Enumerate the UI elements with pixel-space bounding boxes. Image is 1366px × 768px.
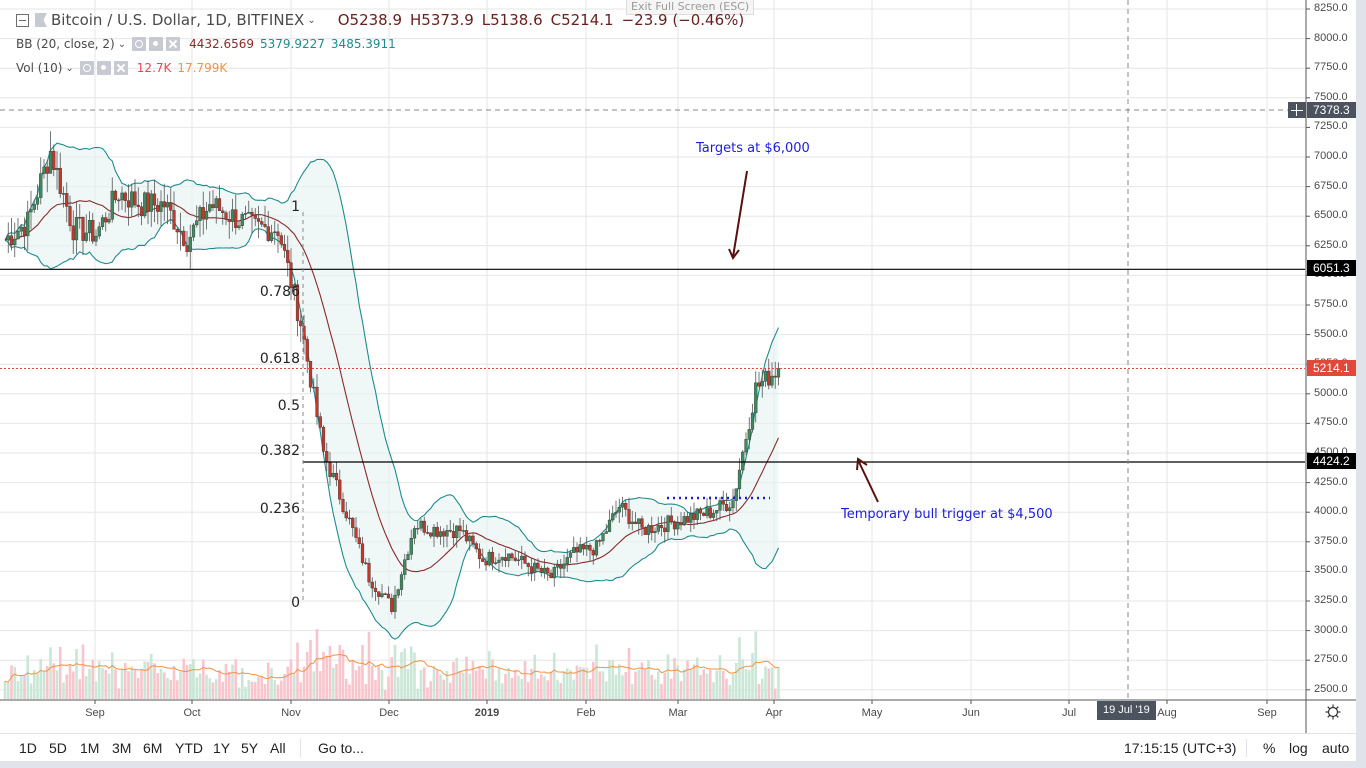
chevron-down-icon[interactable]: ⌄ [307, 14, 316, 26]
vol-legend-row: Vol (10) ⌄ 12.7K 17.799K [16, 61, 227, 75]
price-axis-label: 7000.0 [1314, 150, 1348, 162]
time-axis-label: Aug [1157, 707, 1177, 719]
fib-level-label: 0.236 [259, 501, 300, 517]
bb-lower-value: 3485.3911 [330, 37, 396, 51]
range-1d-button[interactable]: 1D [19, 740, 37, 756]
percent-scale-toggle[interactable]: % [1263, 740, 1276, 756]
time-axis-label: Sep [85, 707, 105, 719]
price-axis-label: 5750.0 [1314, 298, 1348, 310]
time-axis-label: Feb [576, 707, 596, 719]
price-axis-label: 3500.0 [1314, 564, 1348, 577]
time-axis-label: Jun [962, 707, 980, 719]
range-1m-button[interactable]: 1M [80, 740, 100, 756]
ohlc-change: −23.9 (−0.46%) [621, 11, 745, 29]
price-axis-label: 3000.0 [1314, 623, 1348, 636]
bottom-toolbar: 1D 5D 1M 3M 6M YTD 1Y 5Y All Go to... 17… [0, 733, 1356, 762]
auto-scale-toggle[interactable]: auto [1322, 740, 1350, 756]
price-axis-label: 8000.0 [1314, 31, 1348, 44]
price-axis-label: 7500.0 [1314, 90, 1348, 103]
time-axis-label: May [861, 707, 883, 719]
symbol-legend-row: Bitcoin / U.S. Dollar, 1D, BITFINEX ⌄ O5… [16, 11, 744, 29]
ohlc-close: C5214.1 [550, 11, 614, 29]
clock-timezone[interactable]: 17:15:15 (UTC+3) [1124, 740, 1237, 756]
chevron-down-icon[interactable]: ⌄ [65, 62, 74, 74]
exit-fullscreen-tooltip[interactable]: Exit Full Screen (ESC) [626, 0, 755, 15]
price-axis-label: 2500.0 [1314, 682, 1348, 695]
annotation-bull-trigger[interactable]: Temporary bull trigger at $4,500 [841, 507, 1053, 522]
window-edge [0, 761, 1366, 768]
price-axis-label: 7250.0 [1314, 120, 1348, 133]
gear-icon[interactable] [149, 37, 164, 51]
fib-level-label: 0.5 [277, 398, 300, 414]
price-axis-label: 4250.0 [1314, 475, 1348, 488]
symbol-title[interactable]: Bitcoin / U.S. Dollar, 1D, BITFINEX [51, 11, 305, 29]
vol-value: 12.7K [136, 61, 172, 75]
time-axis-label: 2019 [474, 707, 500, 719]
price-axis-label: 4000.0 [1314, 505, 1348, 518]
ohlc-low: L5138.6 [481, 11, 543, 29]
level-lower-tag: 4424.2 [1307, 453, 1357, 469]
ohlc-open: O5238.9 [337, 11, 403, 29]
gear-icon[interactable] [96, 61, 111, 75]
window-edge [1356, 0, 1366, 768]
range-ytd-button[interactable]: YTD [175, 740, 203, 756]
price-axis-label: 8250.0 [1314, 2, 1348, 14]
chevron-down-icon[interactable]: ⌄ [117, 38, 127, 50]
range-3m-button[interactable]: 3M [112, 740, 132, 756]
annotation-targets[interactable]: Targets at $6,000 [696, 141, 810, 156]
range-1y-button[interactable]: 1Y [213, 740, 231, 756]
price-axis-label: 7750.0 [1314, 61, 1348, 74]
range-5d-button[interactable]: 5D [49, 740, 67, 756]
time-axis-label: Sep [1257, 707, 1277, 719]
time-axis-label: Nov [281, 707, 301, 719]
eye-icon[interactable] [79, 61, 94, 75]
vol-label[interactable]: Vol (10) [16, 61, 63, 75]
price-axis-label: 6500.0 [1314, 209, 1348, 222]
bb-legend-row: BB (20, close, 2) ⌄ 4432.6569 5379.9227 … [16, 37, 396, 51]
price-axis-label: 3250.0 [1314, 594, 1348, 606]
crosshair-price-tag: 7378.3 [1307, 102, 1357, 118]
price-axis-label: 5000.0 [1314, 386, 1348, 399]
fib-level-label: 0.786 [259, 284, 300, 300]
price-axis-label: 6750.0 [1314, 179, 1348, 192]
price-axis-label: 2750.0 [1314, 653, 1348, 666]
divider [300, 739, 301, 757]
crosshair-plus-icon[interactable] [1288, 102, 1306, 118]
collapse-legend-icon[interactable] [16, 13, 29, 27]
flag-icon[interactable] [35, 13, 47, 27]
fib-level-label: 1 [291, 199, 300, 215]
fib-level-label: 0.382 [259, 443, 300, 459]
time-axis-label: Apr [765, 707, 783, 719]
close-icon[interactable] [113, 61, 128, 75]
range-5y-button[interactable]: 5Y [241, 740, 259, 756]
time-axis-label: Dec [379, 707, 399, 719]
bb-basis-value: 4432.6569 [189, 37, 255, 51]
price-axis-label: 4750.0 [1314, 416, 1348, 429]
fib-level-label: 0 [291, 595, 300, 611]
ohlc-high: H5373.9 [410, 11, 474, 29]
range-all-button[interactable]: All [270, 740, 286, 756]
goto-date-button[interactable]: Go to... [318, 740, 364, 756]
log-scale-toggle[interactable]: log [1289, 740, 1308, 756]
price-axis-label: 6250.0 [1314, 238, 1348, 251]
time-axis-label: Mar [668, 707, 688, 719]
price-chart-canvas[interactable] [0, 0, 1356, 733]
price-axis-label: 3750.0 [1314, 534, 1348, 547]
last-price-tag: 5214.1 [1307, 360, 1357, 376]
vol-ma-value: 17.799K [177, 61, 228, 75]
range-6m-button[interactable]: 6M [143, 740, 163, 756]
level-upper-tag: 6051.3 [1307, 260, 1357, 276]
bb-label[interactable]: BB (20, close, 2) [16, 37, 115, 51]
price-axis-label: 5500.0 [1314, 327, 1348, 340]
eye-icon[interactable] [132, 37, 147, 51]
settings-gear-icon[interactable] [1325, 704, 1341, 720]
close-icon[interactable] [166, 37, 181, 51]
bb-upper-value: 5379.9227 [260, 37, 325, 51]
fib-level-label: 0.618 [259, 351, 300, 367]
crosshair-date-tag: 19 Jul '19 [1097, 701, 1156, 720]
divider [1246, 739, 1247, 757]
time-axis-label: Jul [1061, 707, 1077, 719]
time-axis-label: Oct [183, 707, 201, 719]
